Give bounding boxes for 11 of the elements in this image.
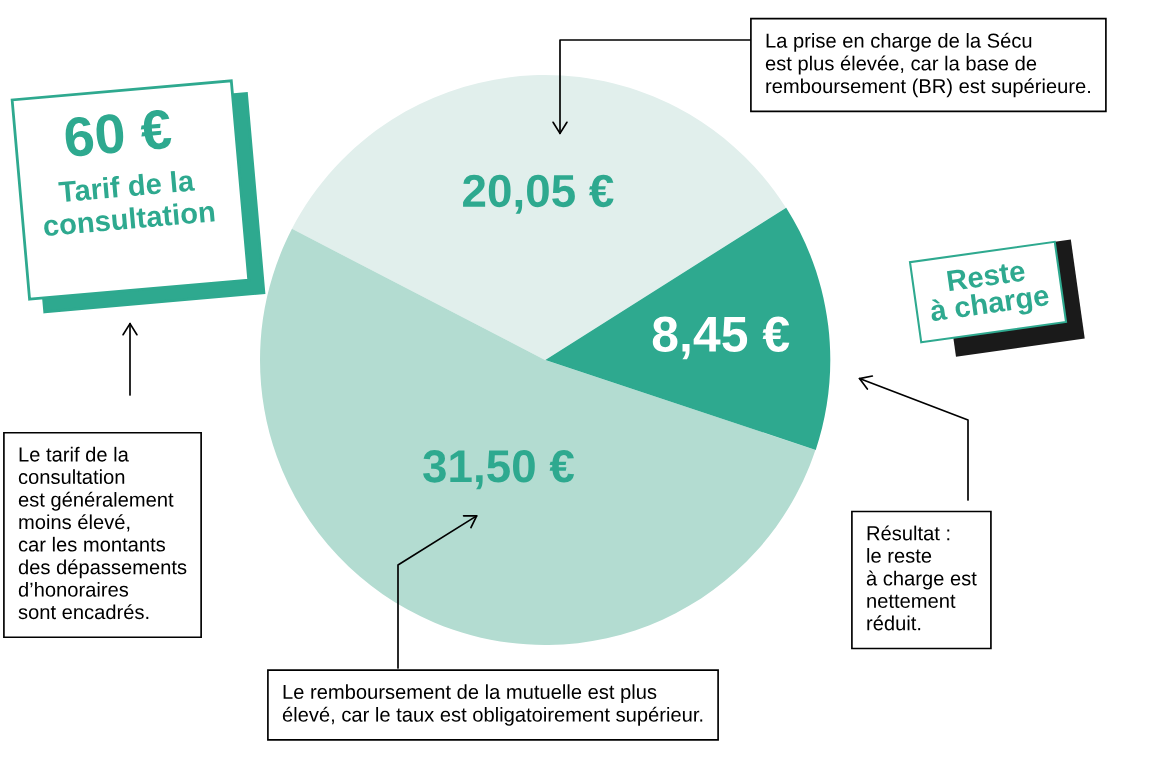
text: Le remboursement de la mutuelle est plus élevé, car le taux est obligatoirement supérieur. bbox=[282, 684, 703, 726]
text: 60 € bbox=[64, 109, 173, 158]
slice-label: Reste à charge bbox=[929, 260, 1051, 328]
pie-slice bbox=[260, 228, 816, 645]
text: Résultat : le reste à charge est nettement réduit. bbox=[866, 525, 977, 631]
text: Le tarif de la consultation est généralement moins élevé, car les montants des dépassements d’honoraires sont encadrés. bbox=[18, 446, 187, 620]
data-label: 20,05 € bbox=[463, 174, 614, 214]
text: La prise en charge de la Sécu est plus élevée, car la base de remboursement (BR) est supérieure. bbox=[765, 32, 1090, 98]
data-label: 8,45 € bbox=[652, 316, 790, 360]
text: Tarif de la consultation bbox=[43, 169, 215, 237]
data-label: 31,50 € bbox=[423, 450, 575, 490]
